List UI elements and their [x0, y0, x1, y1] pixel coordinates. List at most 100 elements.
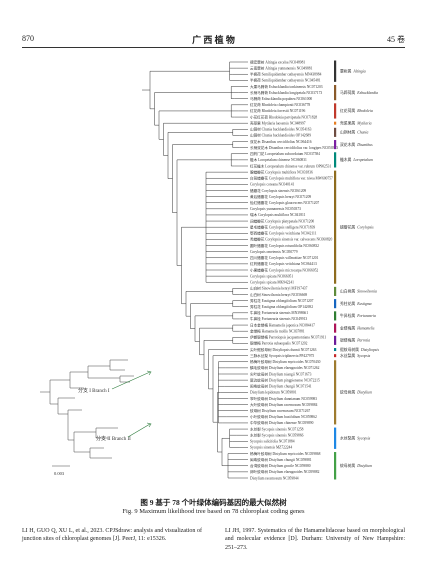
clade-label-cn: 蕈树属	[340, 68, 352, 73]
tip-label: 尖叶蚊母树 Distylium tsiangii NC071673	[250, 371, 312, 376]
tip-label: 红药蜡瓣花 Corylopsis veitchiana NC064413	[250, 261, 317, 266]
clade-label: 山白树属 Sinowilsonia	[340, 289, 377, 294]
tip-label: 金缕梅 Hamamelis mollis NC037881	[250, 328, 305, 333]
header-rule	[22, 47, 405, 48]
clade-label-cn: 壳菜果属	[340, 120, 355, 125]
tip-label: 檵木 Loropetalum chinense NC060831	[250, 157, 307, 162]
clade-bar	[334, 60, 337, 82]
tip-label: 瑞木 Corylopsis multiflora NC041811	[250, 212, 306, 217]
tip-label: 鳞毛蚊母树 Distylium elaeagnoides NC071262	[250, 365, 320, 370]
journal-title: 广 西 植 物	[192, 35, 235, 45]
tip-label: Corylopsis omeiensis NC050779	[250, 250, 298, 254]
clade-label-la: Sycopsis	[357, 354, 371, 358]
tip-label: 秀柱花 Eustigma oblongifolium OP142692	[250, 304, 313, 309]
clade-label: 秀柱花属 Eustigma	[340, 301, 372, 306]
tip-label: 水丝梨 Sycopsis sinensis NC071258	[250, 426, 304, 431]
clade-label-la: Eustigma	[356, 302, 371, 306]
reference: LI H, GUO Q, XU L, et al., 2023. CPJSdra…	[22, 528, 202, 543]
clade-label-la: Distylium	[356, 391, 372, 395]
clade-bar	[334, 360, 337, 425]
tip-label: 云南蕈树 Altingia yunnanensis NC049881	[250, 65, 313, 70]
tip-label: 屏边蚊母树 Distylium pingpienense NC072215	[250, 377, 320, 382]
branch	[176, 159, 232, 266]
clade-label: 蕈树属 Altingia	[340, 68, 366, 73]
tip-label: 尖叶假蚊母树 Distyliopsis dunnii NC071263	[250, 347, 317, 352]
clade-label-la: Hamamelis	[356, 326, 375, 330]
caption-cn: 图 9 基于 78 个叶绿体编码基因的最大似然树	[140, 498, 287, 507]
branch	[163, 122, 236, 156]
tip-label: 山铜材 Chunia bucklandioides NC054163	[250, 127, 312, 132]
clade-label-cn: 红花荷属	[340, 108, 355, 113]
tip-label: 星毛蜡瓣花 Corylopsis stelligera NC071839	[250, 224, 315, 229]
clade-label-cn: 水丝梨属	[340, 353, 355, 358]
clade-label-la: Corylopsis	[357, 225, 374, 229]
clade-label-la: Exbucklandia	[356, 91, 378, 95]
branch-label: 分支 I Branch I	[78, 387, 110, 394]
clade-label-cn: 双花木属	[340, 142, 355, 147]
clade-label: 红花荷属 Rhodoleia	[340, 108, 373, 113]
clade-label-cn: 蚊母树属	[340, 463, 355, 468]
clade-bar	[334, 323, 337, 333]
tip-label: Distylium racemosum NC059844	[250, 476, 299, 480]
tip-label: 山白树 Sinowilsonia henryi MF197437	[250, 286, 308, 291]
tip-label: 红花荷 Rhodoleia championii NC036778	[250, 102, 310, 107]
tip-label: 闽粤蚊母树 Distylium chungii NC071541	[250, 384, 312, 389]
tip-label: 半枫荷 Semiliquidambar cathayensis NC045481	[250, 78, 321, 83]
clade-label-cn: 秀柱花属	[340, 301, 355, 306]
tip-label: 卵叶蚊母树 Distylium elaeagnoides NC059882	[250, 469, 320, 474]
tip-label: 双花木 Disanthus cercidifolius NC064416	[250, 139, 312, 144]
tip-label: 长柄双花木 Disanthus cercidifolius var. longi…	[250, 145, 338, 150]
tip-label: 黄后蜡瓣花 Corylopsis henryi NC071209	[250, 194, 311, 199]
tip-label: 大果马蹄荷 Exbucklandia tonkinensis NC071203	[250, 84, 323, 89]
clade-label-cn: 牛鼻栓属	[340, 313, 355, 318]
branch-label: 分支 II Branch II	[96, 435, 131, 442]
clade-label-la: Parrotia	[356, 339, 370, 343]
tip-label: 牛鼻栓 Fortunearia sinensis MN398661	[250, 310, 308, 315]
clade-bar	[334, 286, 337, 296]
clade-label-la: Loropetalum	[352, 158, 373, 162]
clade-label: 蜡瓣花属 Corylopsis	[340, 224, 374, 229]
tip-label: Sycopsis sinensis MZ722244	[250, 446, 292, 450]
reference: LI JH, 1997. Systematics of the Hamameli…	[225, 528, 405, 551]
clade-label-la: Sinowilsonia	[357, 290, 377, 294]
branch	[194, 315, 233, 342]
clade-bar	[334, 127, 337, 137]
clade-label: 山铜材属 Chunia	[340, 130, 368, 135]
clade-label: 双花木属 Disanthus	[340, 142, 373, 147]
clade-label: 银缕梅属 Parrotia	[340, 338, 370, 343]
clade-label-cn: 檵木属	[340, 157, 352, 162]
clade-bar	[334, 452, 337, 480]
tree	[142, 61, 248, 479]
clade-label: 金缕梅属 Hamamelis	[340, 325, 375, 330]
clade-label-la: Altingia	[352, 69, 365, 73]
tip-label: 山白树 Sinowilsonia henryi NC056669	[250, 292, 307, 297]
branch	[181, 226, 206, 305]
tip-label: Corylopsis spicata NC066051	[250, 274, 293, 278]
branch	[167, 132, 233, 179]
clade-bar	[334, 103, 337, 119]
tip-label: 长柄马蹄荷 Exbucklandia longipetala NC037173	[250, 90, 322, 95]
clade-label-la: Distyliopsis	[360, 348, 379, 352]
tip-label: 白背蜡瓣花 Corylopsis multiflora var. nivea M…	[250, 176, 333, 181]
clade-label-cn: 水丝梨属	[340, 436, 355, 441]
clade-bar	[334, 335, 337, 345]
clade-label-cn: 蚊母树属	[340, 390, 355, 395]
tip-label: 台湾蚊母树 Distylium gracile NC059880	[250, 463, 311, 468]
clade-label-la: Rhodoleia	[356, 109, 373, 113]
tip-label: Corylopsis yunnanensis NC050373	[250, 207, 301, 211]
clade-label: 檵木属 Loropetalum	[340, 157, 373, 162]
branch	[212, 355, 236, 423]
tip-label: 日本金缕梅 Hamamelis japonica NC084417	[250, 322, 315, 327]
page-number: 870	[22, 34, 34, 43]
clade-label-cn: 蜡瓣花属	[340, 224, 355, 229]
clade-label-cn: 银缕梅属	[340, 338, 355, 343]
tip-label: 红花檵木 Loropetalum chinense var. rubrum OP…	[250, 163, 331, 168]
clade-label-la: Mytilaria	[356, 121, 371, 125]
clade-bar	[334, 121, 337, 125]
branch	[190, 303, 233, 329]
tip-label: 窄叶蚊母树 Distylium dunnianum NC059983	[250, 396, 317, 401]
tip-label: 牛鼻栓 Fortunearia sinensis NC049913	[250, 316, 307, 321]
tip-label: 腺蜡瓣花 Corylopsis multiflora NC031836	[250, 169, 313, 174]
tip-label: 小果蜡瓣花 Corylopsis microcarpa NC066052	[250, 267, 318, 272]
